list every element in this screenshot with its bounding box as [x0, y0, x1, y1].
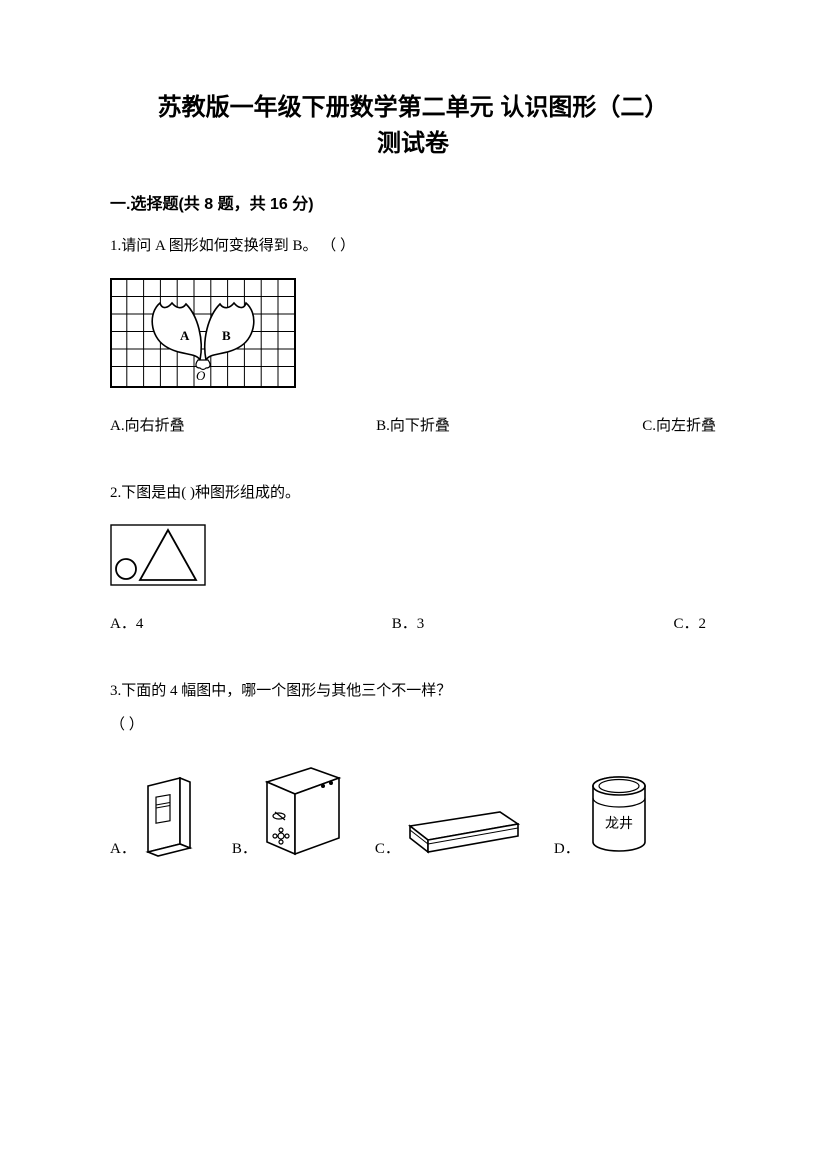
- q3-options: A． B．: [110, 762, 716, 858]
- q2-text: 2.下图是由( )种图形组成的。: [110, 481, 716, 507]
- q3-opt-a-label: A．: [110, 837, 136, 858]
- q2-figure: [110, 524, 716, 586]
- q3-item-a: A．: [110, 772, 202, 858]
- page: 苏教版一年级下册数学第二单元 认识图形（二） 测试卷 一.选择题(共 8 题，共…: [0, 0, 826, 1169]
- q1-text: 1.请问 A 图形如何变换得到 B。 （ ）: [110, 234, 716, 260]
- page-title: 苏教版一年级下册数学第二单元 认识图形（二） 测试卷: [110, 90, 716, 162]
- q1-opt-b: B.向下折叠: [312, 414, 514, 435]
- svg-text:A: A: [180, 328, 190, 343]
- q3-item-d: D． 龙井: [554, 772, 654, 858]
- q2-options: A．4 B．3 C．2: [110, 612, 716, 633]
- svg-text:B: B: [222, 328, 231, 343]
- q3-item-b: B．: [232, 762, 345, 858]
- q1-options: A.向右折叠 B.向下折叠 C.向左折叠: [110, 414, 716, 435]
- q2-opt-a: A．4: [110, 612, 309, 633]
- case-icon: [404, 802, 524, 858]
- title-line1: 苏教版一年级下册数学第二单元 认识图形（二）: [158, 94, 669, 121]
- cylinder-icon: 龙井: [584, 772, 654, 858]
- jar-label: 龙井: [605, 816, 633, 832]
- svg-text:O: O: [196, 368, 206, 383]
- title-line2: 测试卷: [377, 130, 449, 157]
- section-header-1: 一.选择题(共 8 题，共 16 分): [110, 190, 716, 214]
- q3-opt-b-label: B．: [232, 837, 257, 858]
- q3-opt-d-label: D．: [554, 837, 580, 858]
- q2-shapes-icon: [110, 524, 206, 586]
- q3-item-c: C．: [375, 802, 524, 858]
- q3-text: 3.下面的 4 幅图中，哪一个图形与其他三个不一样？: [110, 679, 716, 705]
- box-icon: [261, 762, 345, 858]
- q1-figure: A B O: [110, 278, 716, 388]
- q1-opt-a: A.向右折叠: [110, 414, 312, 435]
- q1-grid-icon: A B O: [110, 278, 296, 388]
- q3-opt-c-label: C．: [375, 837, 400, 858]
- q1-opt-c: C.向左折叠: [514, 414, 716, 435]
- q2-opt-c: C．2: [507, 612, 706, 633]
- q3-paren: （ ）: [110, 713, 716, 739]
- book-icon: [140, 772, 202, 858]
- q2-opt-b: B．3: [309, 612, 508, 633]
